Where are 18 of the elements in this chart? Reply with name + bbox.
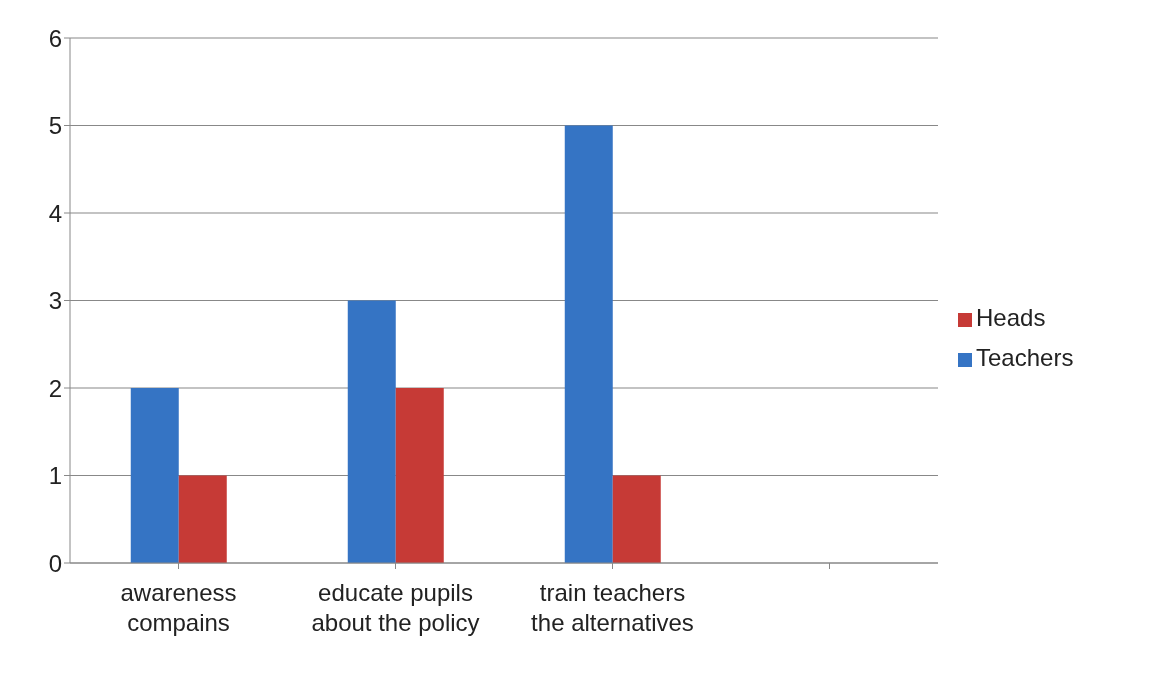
bar <box>178 475 227 563</box>
y-tick-label: 1 <box>48 462 62 490</box>
bar <box>395 388 444 563</box>
y-tick-label: 6 <box>48 24 62 52</box>
legend-label: Teachers <box>976 344 1074 371</box>
y-tick-label: 5 <box>48 112 62 140</box>
bar <box>347 300 396 563</box>
x-tick-label: awareness compains <box>120 579 237 636</box>
y-tick-label: 4 <box>48 199 62 227</box>
bar <box>564 125 613 563</box>
bar <box>130 388 179 563</box>
x-tick-label: train teachers the alternatives <box>531 579 694 636</box>
y-tick-label: 0 <box>48 549 62 577</box>
y-tick-label: 2 <box>48 374 62 402</box>
x-tick-label: educate pupils about the policy <box>311 579 480 636</box>
legend-label: Heads <box>976 304 1046 331</box>
bar <box>612 475 661 563</box>
y-tick-label: 3 <box>48 287 62 315</box>
